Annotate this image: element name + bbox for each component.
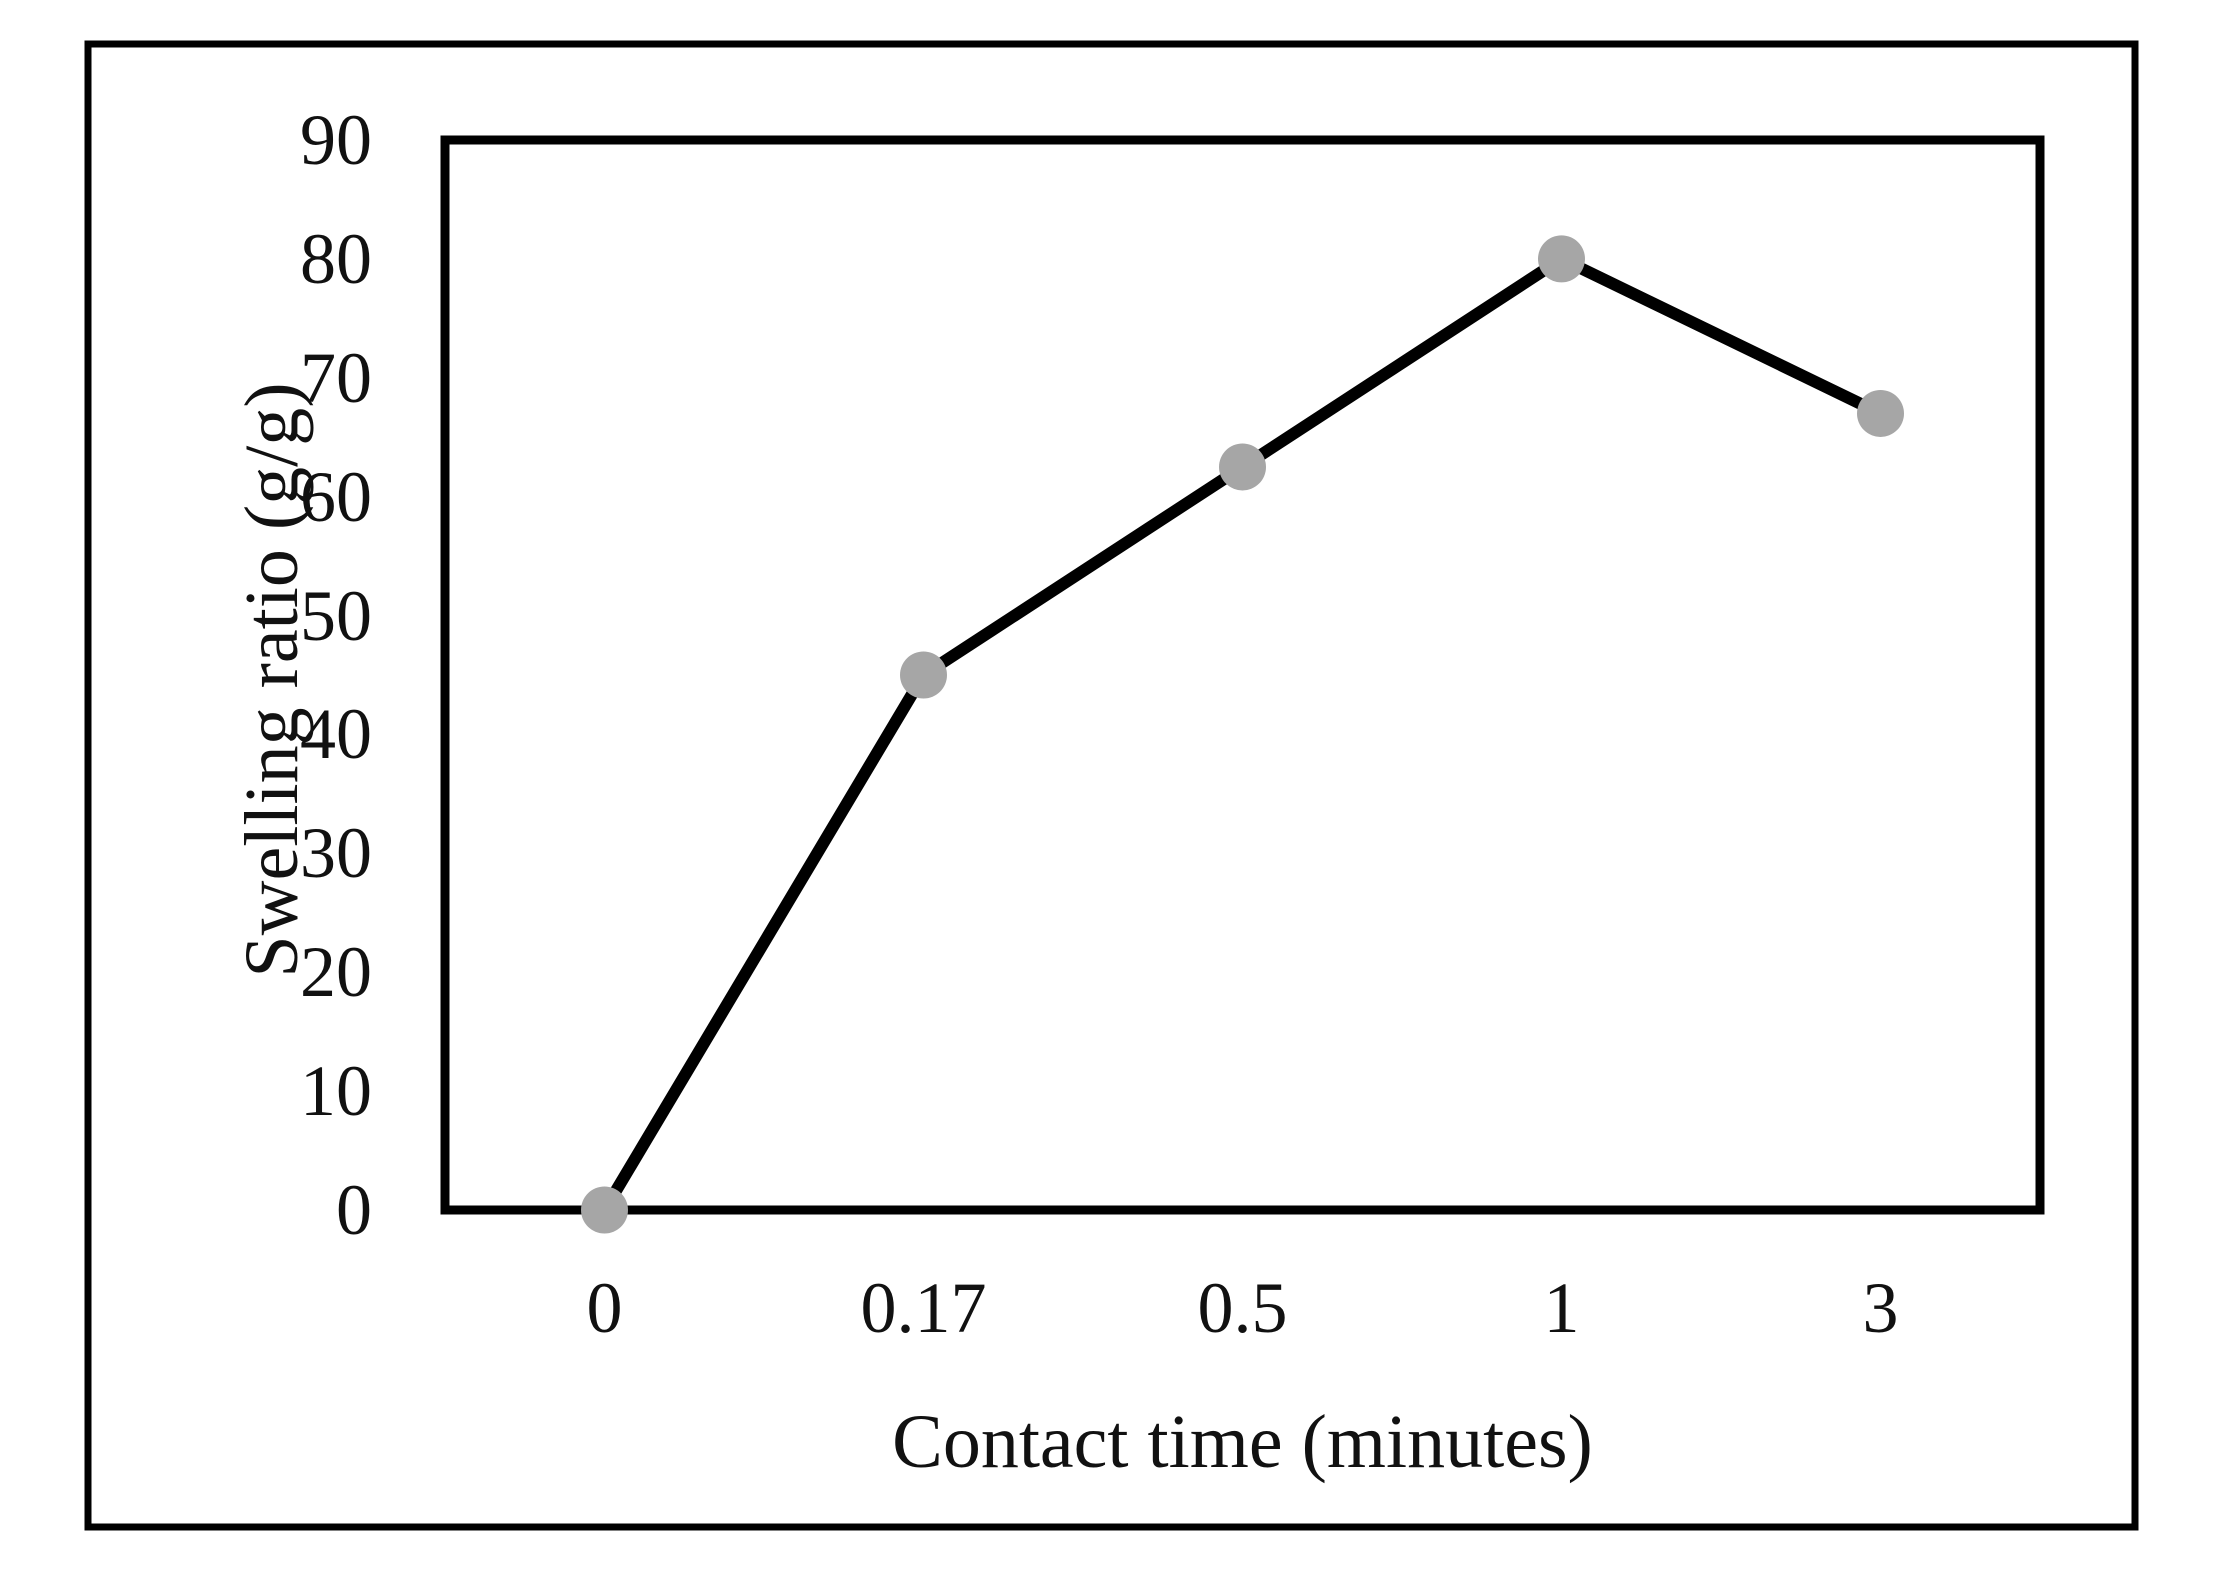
data-point-marker — [1219, 443, 1266, 491]
x-axis-title: Contact time (minutes) — [892, 1400, 1593, 1484]
data-point-marker — [581, 1186, 628, 1234]
series-layer — [581, 235, 1904, 1234]
x-tick-label: 0.5 — [1197, 1268, 1288, 1348]
figure-border — [84, 40, 2139, 1531]
y-tick-label: 60 — [300, 456, 372, 537]
y-axis-title: Swelling ratio (g/g) — [230, 382, 314, 978]
y-tick-label: 40 — [300, 694, 372, 775]
y-tick-label: 50 — [300, 575, 372, 656]
x-tick-label: 0.17 — [860, 1268, 987, 1348]
y-tick-label: 80 — [300, 218, 372, 299]
y-tick-label: 20 — [300, 932, 372, 1013]
series-line — [599, 252, 1884, 1214]
data-point-marker — [1857, 389, 1904, 437]
y-tick-label: 30 — [300, 813, 372, 894]
data-point-marker — [900, 651, 947, 699]
y-tick-label: 90 — [300, 100, 372, 180]
y-tick-label: 70 — [300, 337, 372, 418]
x-tick-label: 1 — [1543, 1268, 1580, 1348]
x-tick-label: 3 — [1862, 1268, 1899, 1348]
plot-area-border — [440, 135, 2045, 1215]
y-tick-label: 10 — [300, 1051, 372, 1132]
x-tick-label: 0 — [586, 1268, 623, 1348]
data-point-marker — [1538, 235, 1585, 283]
y-tick-label: 0 — [336, 1170, 372, 1250]
